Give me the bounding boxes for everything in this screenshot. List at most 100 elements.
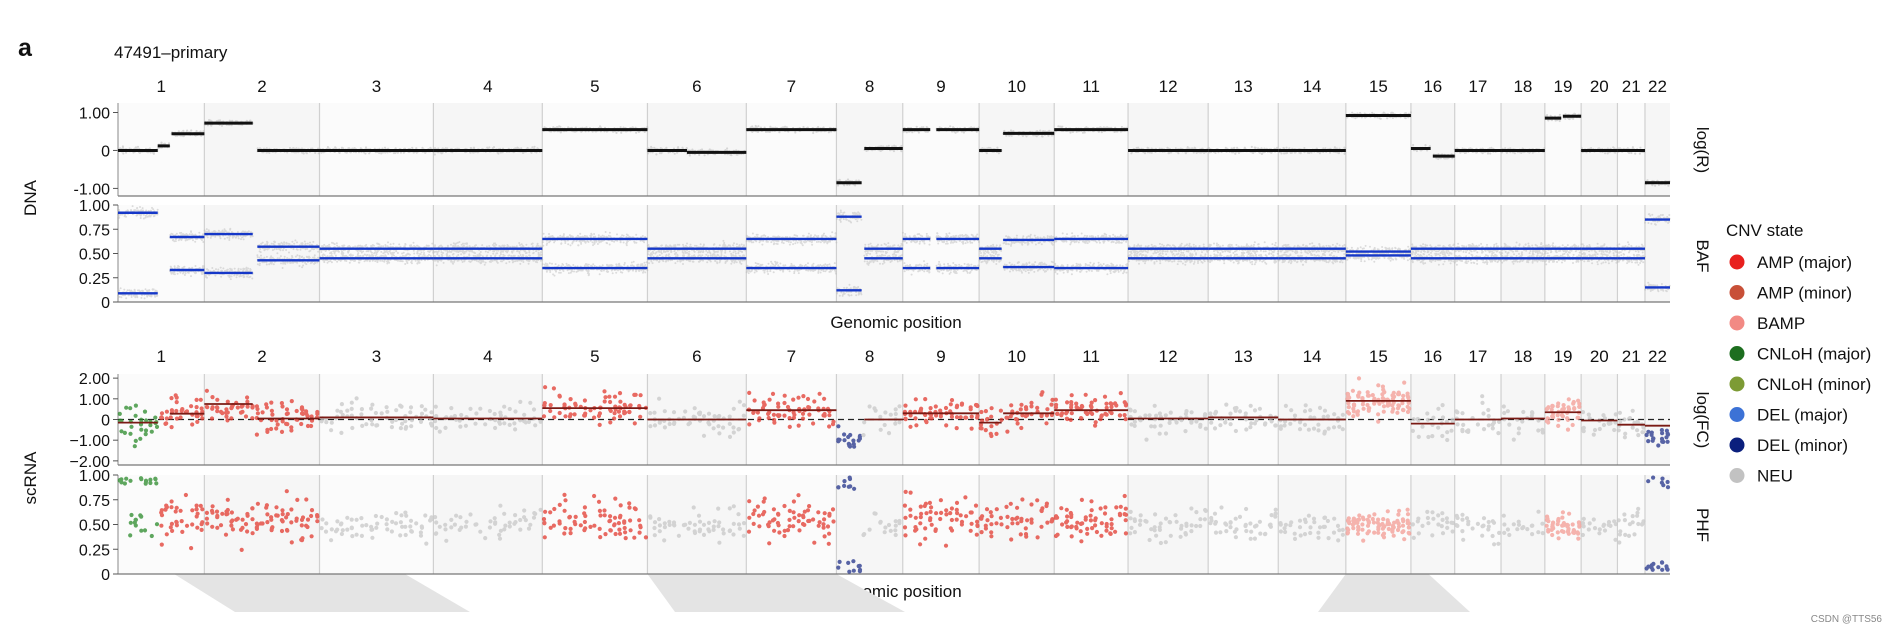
logr-point <box>1590 147 1593 150</box>
baf-point <box>170 271 173 274</box>
baf-point <box>375 251 378 254</box>
baf-point <box>249 235 252 238</box>
logr-point <box>1409 111 1412 114</box>
logr-point <box>1254 146 1257 149</box>
baf-point <box>324 245 327 248</box>
baf-point <box>281 242 284 245</box>
baf-point <box>175 232 178 235</box>
baf-point <box>266 248 269 251</box>
baf-point <box>194 234 197 237</box>
chromosome-label-1: 1 <box>156 77 165 96</box>
logr-point <box>1040 135 1044 138</box>
logr-point <box>989 146 992 150</box>
chromosome-label-5: 5 <box>590 347 599 366</box>
baf-point <box>321 254 324 257</box>
baf-point <box>233 267 236 270</box>
logr-point <box>599 125 602 128</box>
logr-point <box>256 147 259 150</box>
baf-point <box>243 275 246 278</box>
baf-point <box>359 254 362 257</box>
logr-point <box>1343 152 1346 155</box>
baf-point <box>131 205 134 208</box>
logr-point <box>1069 131 1072 134</box>
logr-point <box>952 126 955 129</box>
baf-point <box>383 260 385 263</box>
baf-point <box>195 238 198 240</box>
baf-point <box>256 254 259 257</box>
baf-point <box>230 231 233 233</box>
baf-point <box>284 262 287 265</box>
baf-point <box>235 274 238 276</box>
logr-point <box>1638 152 1641 155</box>
baf-point <box>224 269 227 272</box>
baf-point <box>333 251 336 254</box>
baf-point <box>117 215 120 218</box>
logr-point <box>846 178 850 181</box>
logr-point <box>340 146 344 149</box>
logr-point <box>491 147 494 150</box>
baf-point <box>244 230 247 233</box>
logr-point <box>1236 146 1239 149</box>
logr-point <box>757 125 760 128</box>
logr-point <box>1035 135 1038 138</box>
logr-point <box>136 145 140 148</box>
baf-point <box>358 261 361 264</box>
logr-point <box>619 126 622 129</box>
baf-point <box>215 268 217 271</box>
baf-point <box>247 230 250 233</box>
baf-point <box>348 254 351 257</box>
baf-chrom-band <box>542 205 648 302</box>
baf-point <box>212 269 215 272</box>
baf-point <box>348 261 351 264</box>
logr-point <box>1143 152 1147 155</box>
logr-point <box>1276 146 1279 149</box>
baf-point <box>413 252 416 255</box>
baf-point <box>139 217 142 219</box>
baf-point <box>182 233 185 236</box>
baf-point <box>139 206 141 208</box>
logr-point <box>472 151 475 154</box>
baf-point <box>206 236 209 239</box>
logr-point <box>893 144 896 147</box>
baf-point <box>298 254 301 257</box>
baf-point <box>149 215 152 218</box>
logr-point <box>334 146 337 149</box>
baf-point <box>204 275 207 278</box>
baf-point <box>305 263 308 266</box>
panel-letter: a <box>18 34 33 62</box>
logr-point <box>905 131 908 134</box>
logr-point <box>700 148 704 151</box>
logr-point <box>1106 126 1109 129</box>
logr-point <box>1081 131 1085 134</box>
baf-point <box>312 240 315 243</box>
logr-point <box>865 149 868 152</box>
baf-point <box>271 249 274 252</box>
chromosome-label-3: 3 <box>372 347 381 366</box>
chromosome-label-17: 17 <box>1468 77 1487 96</box>
baf-point <box>282 249 284 252</box>
baf-point <box>285 241 288 244</box>
baf-point <box>258 250 261 253</box>
baf-point <box>180 238 183 241</box>
logr-point <box>439 151 442 154</box>
baf-point <box>245 266 248 269</box>
logr-point <box>1486 152 1490 155</box>
zoom-highlight-chr1 <box>174 574 471 612</box>
baf-point <box>275 248 278 251</box>
chromosome-label-5: 5 <box>590 77 599 96</box>
chromosome-label-6: 6 <box>692 77 701 96</box>
baf-y-tick-label: 1.00 <box>79 198 110 215</box>
dna-x-axis-label: Genomic position <box>830 313 961 332</box>
baf-point <box>176 272 179 275</box>
baf-point <box>195 271 197 274</box>
baf-point <box>305 256 308 258</box>
chromosome-label-13: 13 <box>1234 77 1253 96</box>
logr-point <box>314 151 317 154</box>
logr-point <box>647 152 650 155</box>
zoom-highlight-chr5-7 <box>647 574 905 612</box>
baf-point <box>141 207 144 210</box>
baf-point <box>124 294 126 297</box>
chromosome-label-21: 21 <box>1622 347 1641 366</box>
baf-point <box>333 243 336 246</box>
chromosome-label-7: 7 <box>787 347 796 366</box>
